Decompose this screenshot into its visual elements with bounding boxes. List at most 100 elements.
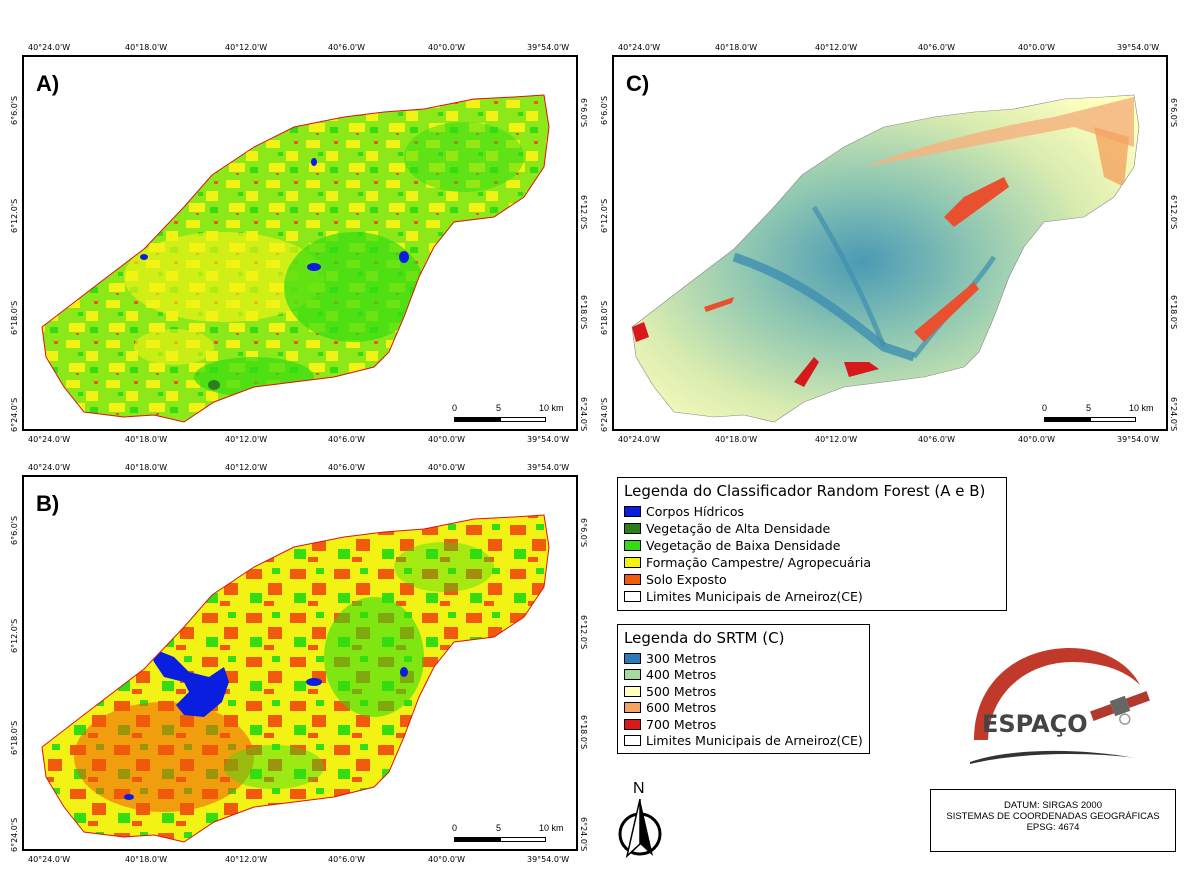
legend-title: Legenda do Classificador Random Forest (… <box>624 482 986 500</box>
lon-tick-top: 40°0.0'W <box>428 463 466 472</box>
lat-tick-right: 6°18.0'S <box>579 715 588 750</box>
scale-label-10: 10 km <box>1129 403 1154 413</box>
scale-label-0: 0 <box>1042 403 1048 413</box>
scalebar-a: 0 5 10 km <box>452 403 574 429</box>
scale-label-10: 10 km <box>539 403 564 413</box>
legend-item: 500 Metros <box>618 683 869 700</box>
logo-text: ESPAÇO <box>982 710 1088 738</box>
scalebar-b: 0 5 10 km <box>452 823 574 849</box>
lon-tick-bottom: 40°12.0'W <box>225 435 268 444</box>
legend-item: Limites Municipais de Arneiroz(CE) <box>618 588 1006 605</box>
lon-tick-bottom: 39°54.0'W <box>1117 435 1160 444</box>
lat-tick-right: 6°6.0'S <box>1169 98 1178 128</box>
map-panel-c: C) 0 5 10 km 40°24.0'W 40°18.0'W 40°12.0… <box>590 0 1200 460</box>
lat-tick-left: 6°6.0'S <box>10 515 19 545</box>
legend-item: 700 Metros <box>618 716 869 733</box>
lat-tick-right: 6°6.0'S <box>579 98 588 128</box>
legend-label: 600 Metros <box>646 700 717 716</box>
espaco-logo: ESPAÇO <box>960 640 1160 770</box>
lon-tick-top: 40°24.0'W <box>28 43 71 52</box>
north-arrow: N <box>615 780 665 860</box>
lon-tick-bottom: 40°18.0'W <box>125 435 168 444</box>
lon-tick-bottom: 40°24.0'W <box>28 435 71 444</box>
lon-tick-top: 40°6.0'W <box>328 463 366 472</box>
panel-label-c: C) <box>626 71 650 96</box>
lat-tick-left: 6°12.0'S <box>600 198 609 233</box>
datum-line-1: DATUM: SIRGAS 2000 <box>1003 800 1103 811</box>
scale-label-5: 5 <box>496 403 502 413</box>
lon-tick-top: 40°12.0'W <box>225 463 268 472</box>
lon-tick-top: 40°6.0'W <box>918 43 956 52</box>
legend-swatch <box>624 557 641 568</box>
legend-item: Vegetação de Alta Densidade <box>618 520 1006 537</box>
legend-swatch <box>624 506 641 517</box>
lon-tick-bottom: 40°12.0'W <box>225 855 268 864</box>
scalebar-c: 0 5 10 km <box>1042 403 1164 429</box>
lon-tick-bottom: 40°24.0'W <box>618 435 661 444</box>
legend-label: 300 Metros <box>646 650 717 666</box>
lon-tick-bottom: 40°24.0'W <box>28 855 71 864</box>
legend-swatch <box>624 540 641 551</box>
map-panel-a: A) 0 5 10 km 40°24.0'W 40°18.0'W 40°12.0… <box>0 0 600 460</box>
lat-tick-left: 6°6.0'S <box>600 95 609 125</box>
lon-tick-bottom: 40°6.0'W <box>328 435 366 444</box>
classification-map-b <box>41 514 550 843</box>
map-frame-a: A) 0 5 10 km <box>22 55 578 431</box>
scale-label-5: 5 <box>1086 403 1092 413</box>
legend-item: 600 Metros <box>618 700 869 717</box>
lon-tick-top: 40°12.0'W <box>815 43 858 52</box>
lon-tick-bottom: 40°6.0'W <box>918 435 956 444</box>
lon-tick-top: 40°6.0'W <box>328 43 366 52</box>
lon-tick-bottom: 40°18.0'W <box>715 435 758 444</box>
legend-swatch <box>624 718 641 730</box>
lon-tick-top: 40°12.0'W <box>225 43 268 52</box>
scale-label-0: 0 <box>452 823 458 833</box>
legend-item: 400 Metros <box>618 667 869 684</box>
lat-tick-right: 6°18.0'S <box>579 295 588 330</box>
legend-swatch <box>624 685 641 697</box>
lon-tick-top: 40°0.0'W <box>1018 43 1056 52</box>
lat-tick-right: 6°18.0'S <box>1169 295 1178 330</box>
lat-tick-right: 6°24.0'S <box>579 817 588 852</box>
lat-tick-right: 6°12.0'S <box>1169 195 1178 230</box>
panel-label-a: A) <box>36 71 60 96</box>
lat-tick-left: 6°24.0'S <box>10 817 19 852</box>
lon-tick-top: 40°24.0'W <box>618 43 661 52</box>
lat-tick-left: 6°18.0'S <box>10 720 19 755</box>
lat-tick-left: 6°24.0'S <box>600 397 609 432</box>
lon-tick-bottom: 40°12.0'W <box>815 435 858 444</box>
legend-label: 400 Metros <box>646 667 717 683</box>
legend-swatch <box>624 574 641 585</box>
datum-info-box: DATUM: SIRGAS 2000 SISTEMAS DE COORDENAD… <box>930 789 1176 852</box>
lon-tick-bottom: 40°6.0'W <box>328 855 366 864</box>
lat-tick-left: 6°18.0'S <box>10 300 19 335</box>
legend-label: Limites Municipais de Arneiroz(CE) <box>646 589 863 604</box>
lon-tick-top: 40°24.0'W <box>28 463 71 472</box>
datum-line-3: EPSG: 4674 <box>1026 822 1080 833</box>
legend-label: Limites Municipais de Arneiroz(CE) <box>646 733 863 749</box>
legend-item: Solo Exposto <box>618 571 1006 588</box>
scale-label-5: 5 <box>496 823 502 833</box>
lat-tick-right: 6°12.0'S <box>579 195 588 230</box>
classification-map-a <box>41 94 550 423</box>
lon-tick-bottom: 40°0.0'W <box>1018 435 1056 444</box>
lon-tick-bottom: 39°54.0'W <box>527 435 570 444</box>
legend-item: Vegetação de Baixa Densidade <box>618 537 1006 554</box>
lat-tick-left: 6°18.0'S <box>600 300 609 335</box>
legend-swatch <box>624 702 641 714</box>
legend-swatch <box>624 523 641 534</box>
north-arrow-icon <box>618 798 662 859</box>
lon-tick-bottom: 39°54.0'W <box>527 855 570 864</box>
legend-label: Solo Exposto <box>646 572 727 587</box>
lon-tick-top: 39°54.0'W <box>1117 43 1160 52</box>
lon-tick-top: 39°54.0'W <box>527 43 570 52</box>
lon-tick-top: 40°0.0'W <box>428 43 466 52</box>
legend-label: Vegetação de Alta Densidade <box>646 521 831 536</box>
legend-swatch <box>624 591 641 602</box>
lon-tick-top: 40°18.0'W <box>125 43 168 52</box>
lon-tick-top: 40°18.0'W <box>715 43 758 52</box>
lon-tick-bottom: 40°0.0'W <box>428 435 466 444</box>
lon-tick-bottom: 40°18.0'W <box>125 855 168 864</box>
lat-tick-right: 6°12.0'S <box>579 615 588 650</box>
map-panel-b: B) 0 5 10 km 40°24.0'W 40°18.0'W 40°12.0… <box>0 420 600 875</box>
